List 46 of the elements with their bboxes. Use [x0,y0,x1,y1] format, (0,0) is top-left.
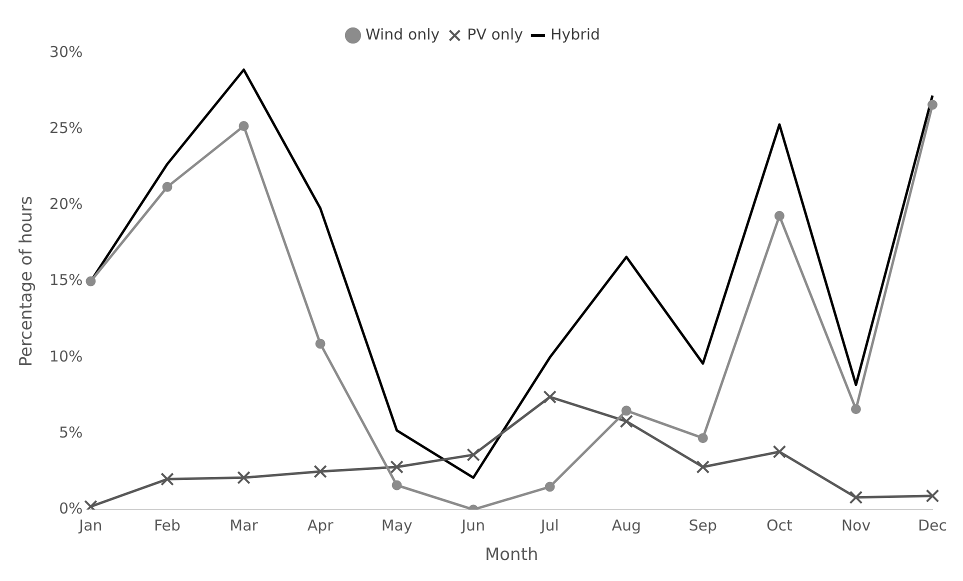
point [162,182,172,192]
point [698,433,708,444]
legend-label: PV only [467,25,524,44]
point [772,445,786,458]
x-tick-label: Mar [230,516,259,534]
point [774,210,784,221]
y-tick-label: 0% [58,499,83,518]
x-tick-label: May [381,516,412,534]
legend-label: Hybrid [550,25,600,44]
point [238,121,249,132]
y-tick-label: 20% [49,195,83,214]
x-tick-label: Jan [78,516,102,534]
x-tick-label: Feb [154,516,181,534]
point [392,480,402,490]
y-axis-title: Percentage of hours [16,196,37,367]
point [314,464,327,478]
x-tick-label: Nov [841,516,871,534]
point [620,414,634,428]
point [696,460,710,474]
y-tick-label: 30% [49,42,83,61]
point [466,448,480,462]
x-axis-title: Month [484,545,538,566]
y-tick-label: 15% [49,271,83,290]
x-tick-label: Apr [307,516,334,534]
y-tick-label: 25% [49,118,83,137]
point [237,470,250,484]
x-tick-label: Dec [918,516,948,534]
x-tick-label: Sep [688,516,718,534]
point [621,406,632,416]
point [390,460,404,474]
y-tick-label: 10% [49,347,83,366]
point [160,472,174,486]
y-tick-label: 5% [58,423,83,442]
point [86,276,96,286]
x-tick-label: Aug [612,516,642,534]
x-tick-label: Jul [540,516,559,534]
point [927,100,938,110]
legend-label: Wind only [365,25,440,44]
point [543,390,557,404]
x-tick-label: Jun [460,516,486,534]
point [926,489,940,503]
point [849,490,863,504]
point [315,338,326,349]
x-tick-label: Oct [766,516,793,534]
point [544,482,555,492]
point [850,404,861,414]
